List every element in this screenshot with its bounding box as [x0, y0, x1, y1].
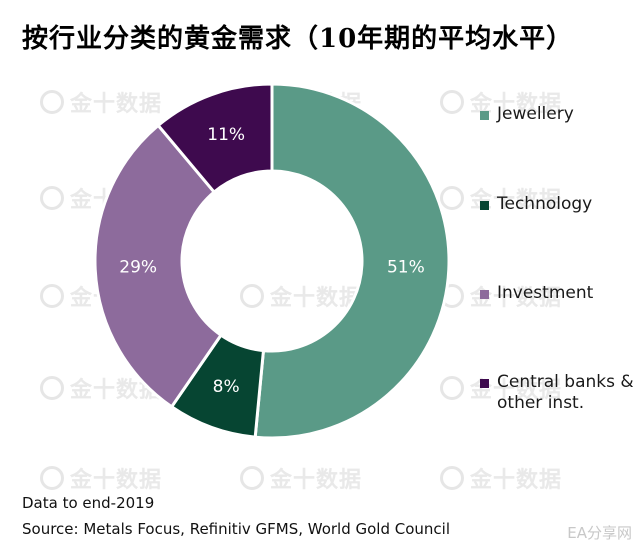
watermark-logo-icon — [40, 466, 64, 490]
legend-label: Technology — [497, 194, 593, 214]
watermark: 金十数据 — [440, 182, 562, 214]
legend-swatch — [480, 201, 489, 210]
slice-central-banks-other-inst — [156, 82, 274, 195]
legend-swatch — [480, 379, 489, 388]
legend-label: Central banks & other inst. — [497, 372, 634, 413]
legend-item-jewellery: Jewellery — [480, 104, 637, 125]
legend-item-technology: Technology — [480, 194, 637, 215]
legend-swatch — [480, 290, 489, 299]
watermark: 金十数据 — [40, 86, 162, 118]
slice-label-jewellery: 51% — [387, 257, 425, 277]
watermark-logo-icon — [440, 376, 464, 400]
watermark-logo-icon — [40, 376, 64, 400]
watermark: 金十数据 — [440, 462, 562, 494]
watermark-logo-icon — [240, 466, 264, 490]
watermark-logo-icon — [240, 284, 264, 308]
watermark: 金十数据 — [40, 462, 162, 494]
legend-swatch — [480, 111, 489, 120]
slice-label-technology: 8% — [213, 377, 240, 397]
footer-source: Source: Metals Focus, Refinitiv GFMS, Wo… — [22, 520, 451, 538]
watermark-logo-icon — [440, 466, 464, 490]
site-watermark: EA分享网 — [567, 524, 632, 542]
legend-item-investment: Investment — [480, 283, 637, 304]
footer-note: Data to end-2019 — [22, 494, 155, 512]
watermark-logo-icon — [40, 186, 64, 210]
slice-jewellery — [253, 82, 451, 440]
slice-label-investment: 29% — [119, 257, 157, 277]
slice-investment — [93, 123, 224, 409]
slice-label-central-banks-other-inst: 11% — [207, 125, 245, 145]
watermark-logo-icon — [440, 90, 464, 114]
chart-title: 按行业分类的黄金需求（10年期的平均水平） — [22, 24, 574, 54]
legend-label: Jewellery — [497, 104, 574, 124]
watermark: 金十数据 — [240, 280, 362, 312]
watermark-logo-icon — [40, 284, 64, 308]
legend-item-central-banks: Central banks & other inst. — [480, 372, 637, 414]
watermark-logo-icon — [40, 90, 64, 114]
watermark: 金十数据 — [240, 462, 362, 494]
legend-label: Investment — [497, 283, 594, 303]
watermark-logo-icon — [440, 186, 464, 210]
